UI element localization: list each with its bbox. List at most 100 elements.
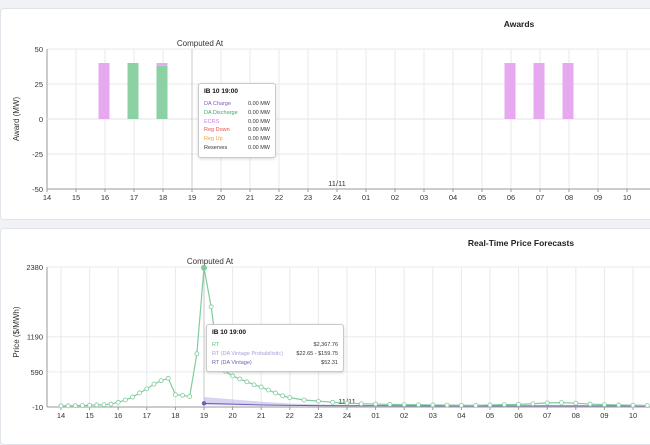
rt-x-tick-label: 09 [600,411,608,420]
rt-price-point[interactable] [122,397,128,403]
awards-bar[interactable] [504,63,516,119]
rt-price-point[interactable] [137,390,143,396]
awards-tooltip-value: 0.00 MW [247,109,270,116]
rt-price-point[interactable] [158,378,164,384]
rt-tooltip-title: IB 10 19:00 [212,329,246,336]
rt-price-point[interactable] [287,395,293,401]
rt-tooltip-value: $2,367.76 [313,342,338,348]
awards-computed-at-label: Computed At [177,39,224,48]
rt-price-point[interactable] [401,402,407,408]
rt-price-point[interactable] [473,402,479,408]
awards-tooltip-label: ECRS [204,118,220,125]
rt-price-point[interactable] [444,402,450,408]
rt-price-point[interactable] [208,304,214,310]
rt-price-point[interactable] [172,392,178,398]
rt-price-point[interactable] [301,397,307,403]
rt-price-point[interactable] [237,376,243,382]
awards-bar[interactable] [127,63,139,119]
rt-da-probabilistic-band [204,397,648,406]
rt-price-point[interactable] [330,399,336,405]
rt-x-tick-label: 10 [629,411,637,420]
awards-x-tick-label: 14 [43,193,51,202]
rt-x-tick-label: 21 [257,411,265,420]
rt-price-point[interactable] [616,402,622,408]
awards-tooltip-value: 0.00 MW [247,127,270,134]
rt-price-point[interactable] [115,399,121,405]
rt-price-point[interactable] [273,390,278,396]
rt-price-point[interactable] [501,402,507,408]
rt-x-tick-label: 07 [543,411,551,420]
rt-price-point[interactable] [530,401,536,407]
rt-price-point[interactable] [630,402,636,408]
rt-price-point[interactable] [587,401,593,407]
rt-tooltip-row: RT $2,367.76 [212,341,338,350]
awards-tooltip-value: 0.00 MW [247,136,270,143]
awards-bar[interactable] [156,65,168,119]
rt-price-point[interactable] [644,403,650,408]
rt-price-point[interactable] [108,401,114,407]
rt-price-point[interactable] [144,386,150,392]
rt-x-tick-label: 24 [343,411,351,420]
awards-bar[interactable] [533,63,545,119]
rt-price-point[interactable] [87,402,92,408]
awards-x-tick-label: 08 [565,193,573,202]
rt-price-point[interactable] [358,401,364,407]
awards-x-tick-label: 01 [362,193,370,202]
rt-x-tick-label: 19 [200,411,208,420]
rt-price-point[interactable] [130,394,135,400]
rt-price-point[interactable] [180,392,185,398]
awards-x-tick-label: 10 [623,193,631,202]
awards-bar[interactable] [562,63,574,119]
rt-price-point[interactable] [573,400,579,406]
rt-x-tick-label: 04 [457,411,465,420]
rt-highlight-point[interactable] [201,264,207,271]
awards-tooltip-row: DA Discharge 0.00 MW [204,109,270,118]
rt-price-point[interactable] [187,394,193,399]
rt-price-point[interactable] [344,400,350,406]
awards-bar[interactable] [98,63,110,119]
rt-price-point[interactable] [544,400,550,406]
rt-price-point[interactable] [458,402,464,408]
rt-price-point[interactable] [194,351,200,357]
rt-price-point[interactable] [80,403,85,408]
rt-price-point[interactable] [559,400,564,406]
rt-price-point[interactable] [430,402,436,408]
rt-price-point[interactable] [258,384,264,390]
rt-price-point[interactable] [65,403,71,409]
rt-x-tick-label: 05 [486,411,494,420]
rt-price-point[interactable] [387,401,393,407]
rt-price-point[interactable] [487,402,493,408]
rt-x-tick-label: 01 [371,411,379,420]
rt-x-tick-label: 23 [314,411,322,420]
rt-x-tick-label: 08 [572,411,580,420]
rt-price-point[interactable] [58,403,64,409]
rt-price-point[interactable] [516,401,521,407]
rt-price-point[interactable] [244,379,250,385]
rt-price-point[interactable] [94,402,100,408]
rt-y-tick-label: 590 [30,368,43,377]
rt-price-point[interactable] [280,393,286,399]
rt-tooltip-row: RT (DA Vintage) $52.31 [212,359,338,368]
rt-price-point[interactable] [230,373,236,379]
rt-price-point[interactable] [315,398,321,404]
awards-tooltip-value: 0.00 MW [247,144,270,151]
rt-x-tick-label: 14 [57,411,65,420]
rt-price-point[interactable] [151,381,157,387]
rt-price-point[interactable] [165,375,171,381]
rt-price-point[interactable] [251,382,257,388]
rt-price-point[interactable] [602,402,607,408]
rt-price-point[interactable] [416,402,421,408]
rt-price-point[interactable] [101,402,107,408]
awards-bar[interactable] [156,63,168,66]
rt-price-point[interactable] [373,401,379,407]
rt-y-tick-label: 1190 [27,333,43,342]
rt-da-highlight-point[interactable] [201,401,207,406]
awards-tooltip-value: 0.00 MW [247,118,270,125]
rt-price-point[interactable] [72,403,78,409]
rt-x-tick-label: 20 [228,411,236,420]
rt-price-point[interactable] [265,387,271,393]
awards-y-tick-label: 25 [35,80,43,89]
awards-x-tick-label: 19 [188,193,196,202]
rt-x-tick-label: 17 [143,411,151,420]
rt-price-panel: Real-Time Price Forecasts 2380 1190 590 -10 1… [0,228,650,445]
